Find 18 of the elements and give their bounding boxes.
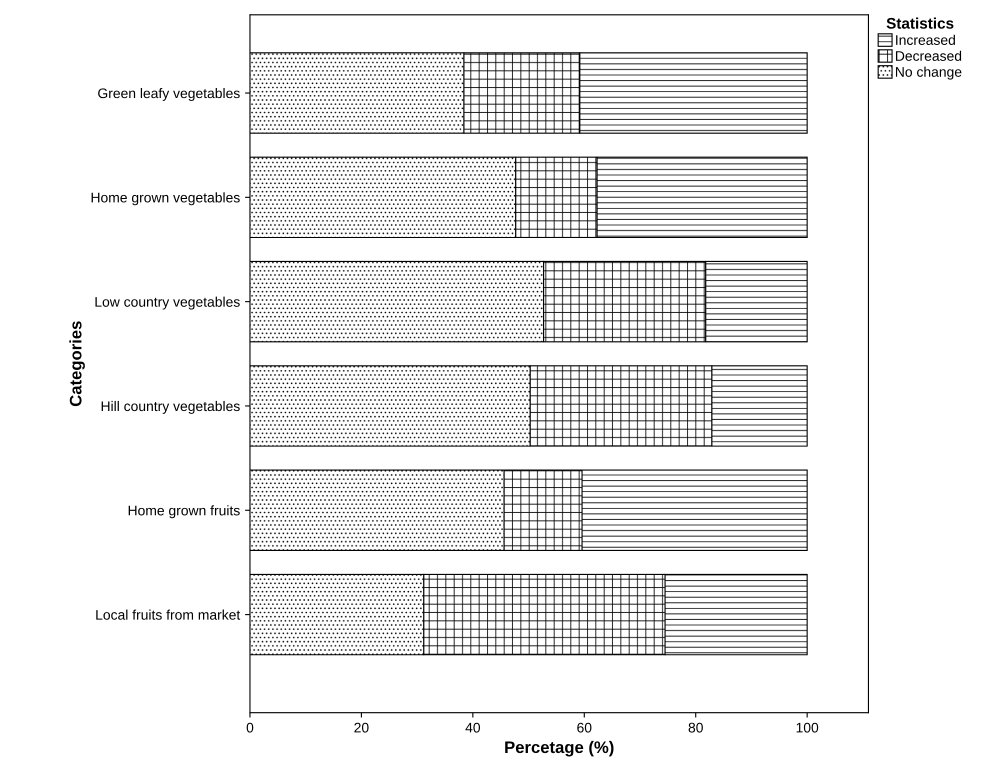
x-tick-label: 20 <box>354 722 369 733</box>
x-tick-label: 80 <box>688 722 703 733</box>
legend-label: Decreased <box>896 50 962 61</box>
x-tick-label: 40 <box>465 722 480 733</box>
y-tick-label: Green leafy vegetables <box>98 88 240 101</box>
y-tick-label: Home grown fruits <box>128 505 240 518</box>
x-tick-label: 0 <box>246 722 254 733</box>
x-tick-label: 100 <box>796 722 818 733</box>
y-tick-label: Low country vegetables <box>95 296 240 310</box>
y-tick-label: Local fruits from market <box>96 610 240 620</box>
y-axis-title: Categories <box>69 321 85 406</box>
x-tick-label: 60 <box>577 722 592 733</box>
y-tick-label: Hill country vegetables <box>102 400 240 414</box>
legend-label: No change <box>896 66 962 80</box>
legend-label: Increased <box>896 34 955 45</box>
x-axis-title: Percetage (%) <box>505 740 614 756</box>
y-tick-label: Home grown vegetables <box>92 192 240 206</box>
legend-title: Statistics <box>886 18 954 29</box>
